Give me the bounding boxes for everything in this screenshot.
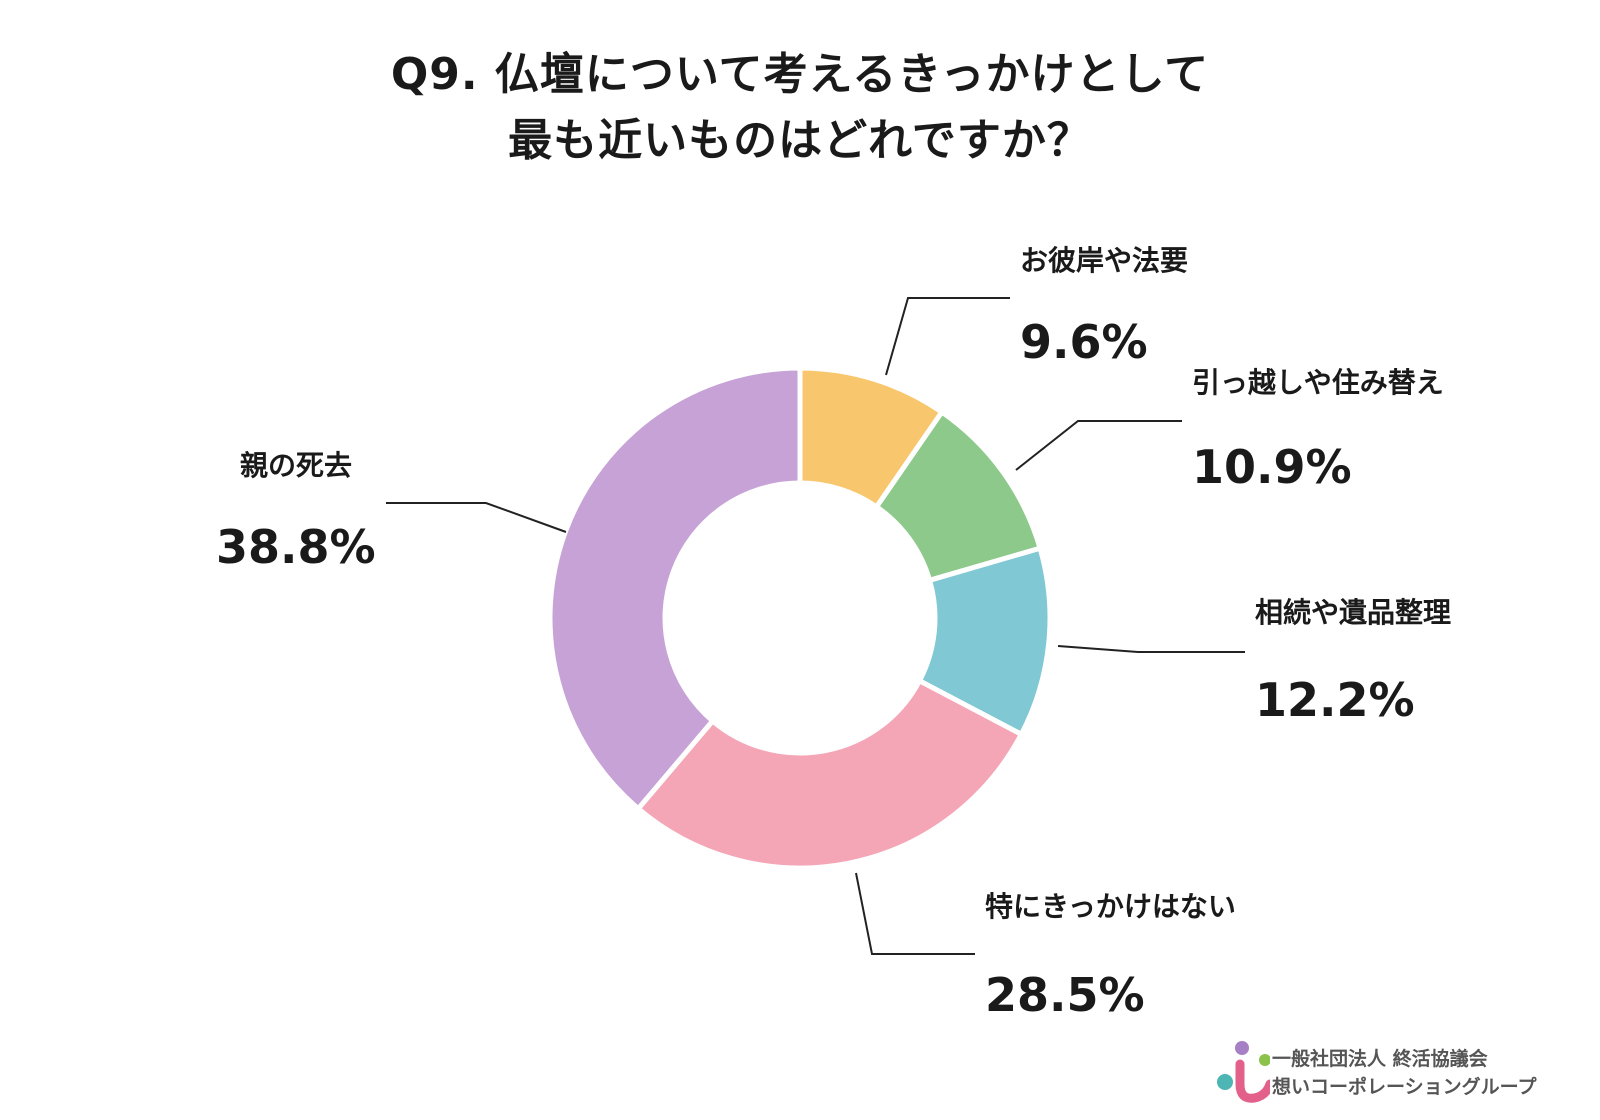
leader-line-4 — [386, 502, 567, 533]
logo-text-line-1: 一般社団法人 終活協議会 — [1272, 1048, 1488, 1070]
slice-label-2-name: 相続や遺品整理 — [1255, 596, 1451, 629]
logo-text-line-2: 想いコーポレーショングループ — [1272, 1076, 1537, 1098]
slice-label-4-name: 親の死去 — [240, 449, 352, 482]
slice-label-0-name: お彼岸や法要 — [1020, 244, 1188, 277]
slice-label-0-value: 9.6% — [1020, 315, 1148, 369]
slice-label-1-value: 10.9% — [1192, 440, 1352, 494]
slice-label-3-value: 28.5% — [985, 968, 1145, 1022]
chart-title-line-2: 最も近いものはどれですか？ — [508, 115, 1092, 166]
leader-line-1 — [1015, 420, 1182, 471]
slice-label-1-name: 引っ越しや住み替え — [1192, 366, 1444, 399]
leader-line-3 — [855, 872, 975, 955]
organization-logo: 一般社団法人 終活協議会 想いコーポレーショングループ — [1210, 1038, 1550, 1108]
logo-mark-icon — [1217, 1041, 1270, 1103]
leader-line-0 — [885, 297, 1010, 376]
slice-label-4-value: 38.8% — [216, 520, 376, 574]
chart-title: Q9. 仏壇について考えるきっかけとして 最も近いものはどれですか？ — [0, 42, 1600, 174]
chart-title-line-1: Q9. 仏壇について考えるきっかけとして — [390, 49, 1210, 100]
donut-slices — [547, 365, 1053, 871]
donut-slice-3 — [635, 678, 1024, 871]
slice-label-2-value: 12.2% — [1255, 673, 1415, 727]
leader-lines — [386, 297, 1245, 955]
leader-line-2 — [1057, 645, 1245, 653]
donut-slice-4 — [547, 365, 803, 812]
slice-label-3-name: 特にきっかけはない — [985, 890, 1236, 923]
